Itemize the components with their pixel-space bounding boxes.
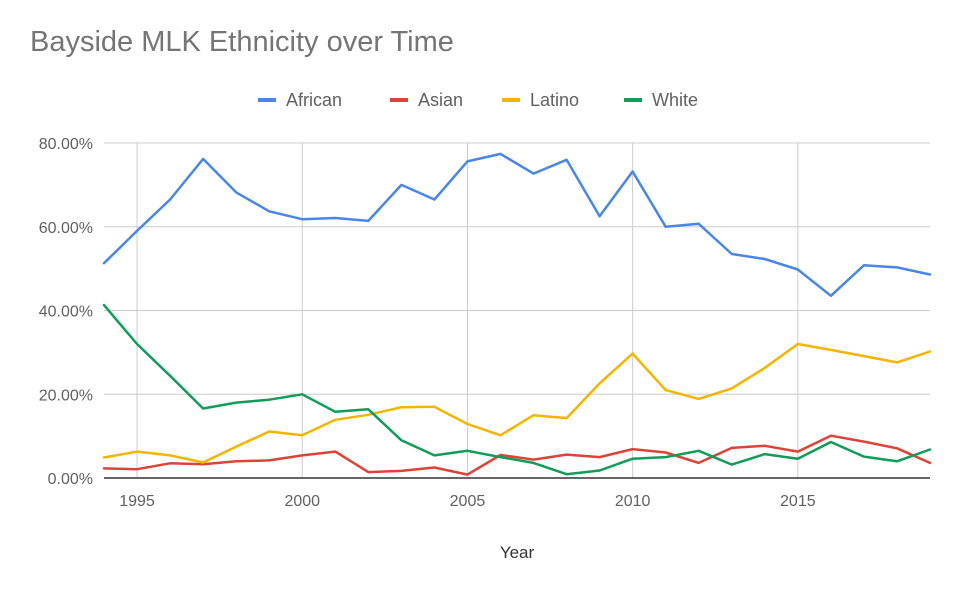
legend-item-white: White bbox=[624, 90, 698, 110]
legend-label: Latino bbox=[530, 90, 579, 110]
series-line-white bbox=[102, 303, 932, 476]
y-tick-label: 60.00% bbox=[39, 220, 93, 237]
y-tick-label: 80.00% bbox=[39, 136, 93, 153]
x-tick-label: 2005 bbox=[450, 493, 486, 510]
y-tick-label: 40.00% bbox=[39, 304, 93, 321]
legend-label: White bbox=[652, 90, 698, 110]
axes: 0.00% 20.00% 40.00% 60.00% 80.00% 1995 2000 200… bbox=[39, 136, 930, 510]
legend-swatch bbox=[624, 98, 642, 102]
gridlines bbox=[104, 142, 930, 478]
legend-item-african: African bbox=[258, 90, 342, 110]
x-axis-title: Year bbox=[500, 543, 535, 562]
x-tick-label: 2010 bbox=[615, 493, 651, 510]
legend-label: Asian bbox=[418, 90, 463, 110]
legend-swatch bbox=[390, 98, 408, 102]
x-tick-label: 2015 bbox=[780, 493, 816, 510]
legend-item-asian: Asian bbox=[390, 90, 463, 110]
series-line-asian bbox=[102, 434, 932, 476]
y-tick-label: 0.00% bbox=[48, 471, 93, 488]
series-line-african bbox=[102, 152, 932, 298]
legend-swatch bbox=[502, 98, 520, 102]
y-tick-label: 20.00% bbox=[39, 387, 93, 404]
legend-swatch bbox=[258, 98, 276, 102]
legend-item-latino: Latino bbox=[502, 90, 579, 110]
chart-title: Bayside MLK Ethnicity over Time bbox=[30, 26, 454, 58]
legend-label: African bbox=[286, 90, 342, 110]
series-line-latino bbox=[102, 342, 932, 464]
series-lines bbox=[102, 152, 932, 476]
x-tick-label: 1995 bbox=[119, 493, 155, 510]
legend: African Asian Latino White bbox=[258, 90, 698, 110]
x-tick-label: 2000 bbox=[284, 493, 320, 510]
